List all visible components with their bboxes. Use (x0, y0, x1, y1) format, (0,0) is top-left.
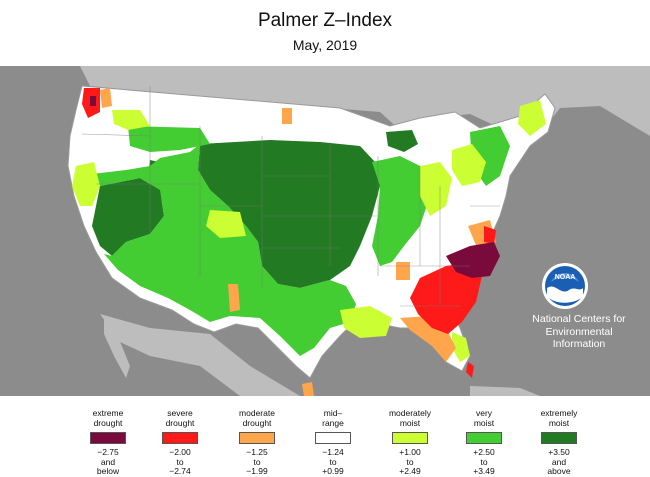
canada-land (80, 66, 650, 136)
legend-range: +2.49 (399, 466, 421, 476)
region-moderately-moist-ohio (420, 162, 452, 216)
ncei-credit-line-1: National Centers for (532, 313, 626, 325)
legend-swatch (239, 432, 275, 444)
legend-label: drought (242, 417, 272, 428)
legend-label: range (322, 417, 344, 428)
legend-range: −1.99 (246, 466, 268, 476)
legend-label: severe (167, 408, 193, 418)
legend-item-extremely-moist: extremely moist +3.50 and above (524, 400, 594, 477)
region-moderate-drought-tx (228, 284, 240, 312)
legend-range: to (480, 456, 488, 467)
legend-range: above (547, 466, 571, 476)
legend-label: moist (548, 417, 570, 428)
legend-item-moderate-drought: moderate drought −1.25 to −1.99 (222, 400, 292, 477)
legend-label: extreme (92, 408, 124, 418)
legend-range: to (176, 456, 184, 467)
legend-swatch (90, 432, 126, 444)
legend-range: −2.00 (169, 447, 191, 457)
legend-range: to (329, 456, 337, 467)
legend-label: very (475, 408, 493, 418)
map-title: Palmer Z–Index (257, 10, 393, 31)
region-extremely-moist-plains (198, 140, 380, 288)
legend-label: drought (93, 417, 123, 428)
legend-label: extremely (540, 408, 578, 418)
legend-range: −2.75 (97, 447, 119, 457)
region-extremely-moist-mi (386, 130, 418, 152)
legend-label: drought (165, 417, 195, 428)
ncei-credit: National Centers for Environmental Infor… (520, 313, 638, 351)
region-extremely-moist-basin (92, 178, 164, 256)
region-severe-drought-southeast (410, 262, 482, 334)
legend-item-severe-drought: severe drought −2.00 to −2.74 (145, 400, 215, 477)
legend: extreme drought −2.75 and below severe droug… (0, 400, 650, 477)
legend-label: mid– (323, 408, 343, 418)
legend-range: +2.50 (473, 447, 495, 457)
noaa-logo: NOAA (541, 262, 589, 310)
region-moderate-drought-ar (396, 262, 410, 280)
region-severe-drought-va (484, 226, 496, 244)
legend-range: and (100, 456, 116, 467)
legend-range: below (96, 466, 120, 476)
region-very-moist-west (92, 144, 356, 356)
mexico-land (100, 314, 300, 396)
legend-range: −2.74 (169, 466, 191, 476)
legend-swatch (392, 432, 428, 444)
region-moderate-drought-nm (302, 382, 314, 396)
legend-item-moderately-moist: moderately moist +1.00 to +2.49 (375, 400, 445, 477)
legend-label: moist (473, 417, 495, 428)
region-moderately-moist-fl (452, 332, 470, 362)
region-extreme-drought-wa (90, 96, 96, 106)
legend-range: and (551, 456, 567, 467)
legend-swatch (315, 432, 351, 444)
map-subtitle: May, 2019 (292, 37, 358, 53)
legend-range: to (253, 456, 261, 467)
legend-swatch (466, 432, 502, 444)
region-moderately-moist-me (518, 100, 546, 136)
state-boundaries (81, 86, 500, 307)
legend-range: +1.00 (399, 447, 421, 457)
legend-label: moist (399, 417, 421, 428)
region-extreme-drought-carolinas (446, 242, 500, 278)
region-very-moist-greatlakes (372, 156, 430, 266)
ncei-credit-line-2: Environmental (545, 325, 613, 338)
svg-text:NOAA: NOAA (555, 274, 576, 281)
legend-swatch (541, 432, 577, 444)
region-moderately-moist-south (340, 306, 392, 338)
legend-label: moderately (388, 408, 432, 418)
legend-range: to (406, 456, 414, 467)
region-very-moist-north (128, 126, 210, 152)
legend-swatch (162, 432, 198, 444)
region-moderately-moist-nw2 (112, 110, 150, 130)
cuba-land (470, 386, 540, 396)
region-moderate-drought-wa (100, 88, 112, 108)
us-map (0, 66, 650, 396)
legend-item-extreme-drought: extreme drought −2.75 and below (73, 400, 143, 477)
region-moderately-moist-east (452, 144, 486, 186)
legend-range: −1.24 (322, 447, 344, 457)
region-severe-drought-fl (466, 362, 474, 378)
legend-range: −1.25 (246, 447, 268, 457)
legend-range: +0.99 (322, 466, 344, 476)
region-moderately-moist-co (206, 210, 246, 238)
legend-label: moderate (239, 408, 275, 418)
legend-range: +3.49 (473, 466, 495, 476)
legend-range: +3.50 (548, 447, 570, 457)
ncei-credit-line-3: Information (552, 338, 606, 350)
legend-item-mid-range: mid– range −1.24 to +0.99 (298, 400, 368, 477)
baja-land (104, 316, 130, 378)
region-moderate-drought-mt (282, 108, 292, 124)
region-moderately-moist-nw (72, 162, 100, 206)
legend-item-very-moist: very moist +2.50 to +3.49 (449, 400, 519, 477)
